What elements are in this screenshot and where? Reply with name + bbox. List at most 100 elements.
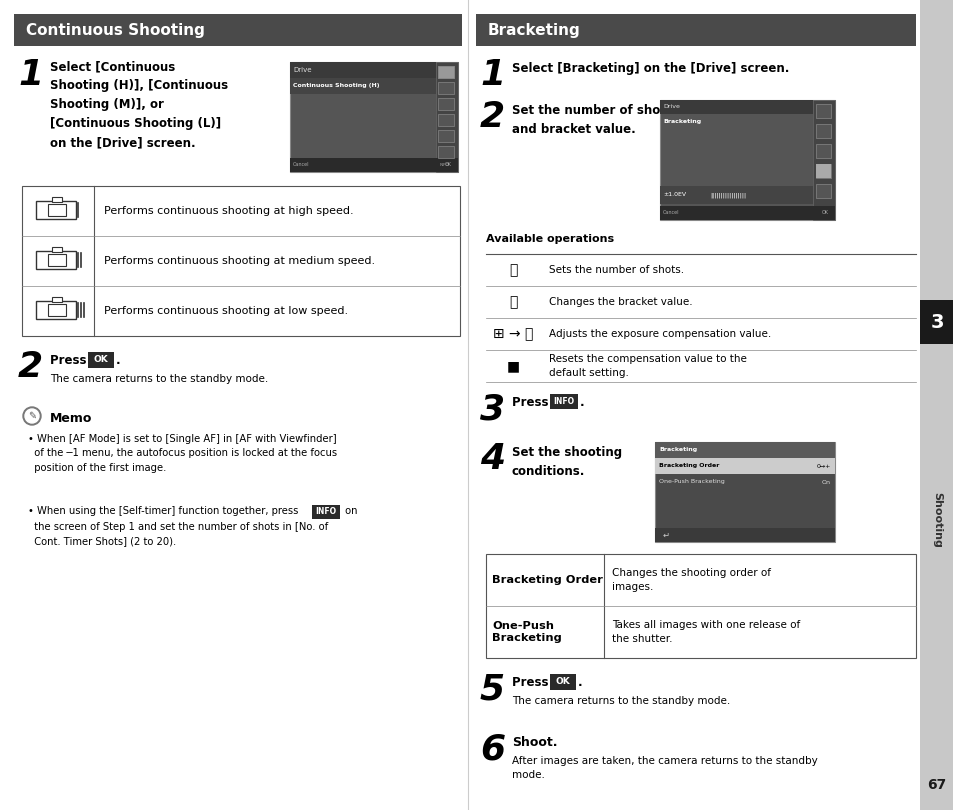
Text: |||||||||||||||||: ||||||||||||||||| [709, 192, 745, 198]
Bar [919, 0, 953, 810]
Bar [36, 301, 76, 319]
Bar [476, 14, 915, 46]
Text: 3: 3 [929, 313, 943, 331]
Bar [659, 100, 834, 220]
Text: 1: 1 [18, 58, 43, 92]
Text: Available operations: Available operations [485, 234, 614, 244]
Text: 2: 2 [479, 100, 504, 134]
Circle shape [25, 409, 39, 423]
Text: ⊞ → ⌢: ⊞ → ⌢ [493, 327, 533, 341]
Text: INFO: INFO [315, 508, 336, 517]
Bar [815, 164, 830, 178]
Text: Press: Press [512, 676, 552, 689]
Bar [815, 104, 830, 118]
Text: One-Push Bracketing: One-Push Bracketing [659, 480, 724, 484]
Text: Press: Press [512, 396, 552, 409]
Bar [655, 528, 834, 542]
Bar [52, 197, 62, 202]
Bar [437, 146, 454, 158]
Text: .: . [579, 396, 584, 409]
Bar [655, 442, 834, 458]
Text: the screen of Step 1 and set the number of shots in [No. of
  Cont. Timer Shots]: the screen of Step 1 and set the number … [28, 522, 328, 547]
Bar [52, 297, 62, 302]
Bar [48, 254, 66, 266]
Bar [52, 247, 62, 252]
Text: Adjusts the exposure compensation value.: Adjusts the exposure compensation value. [548, 329, 770, 339]
Text: 1: 1 [479, 58, 504, 92]
Bar [659, 186, 812, 204]
Bar [659, 100, 812, 114]
Bar [485, 554, 915, 658]
Bar [659, 206, 834, 220]
Text: Changes the shooting order of
images.: Changes the shooting order of images. [612, 568, 770, 592]
Text: Bracketing: Bracketing [662, 118, 700, 123]
Text: Bracketing: Bracketing [488, 23, 580, 37]
Text: Select [Bracketing] on the [Drive] screen.: Select [Bracketing] on the [Drive] scree… [512, 62, 788, 75]
Bar [812, 100, 834, 220]
Text: Performs continuous shooting at high speed.: Performs continuous shooting at high spe… [104, 206, 354, 216]
Bar [815, 124, 830, 138]
Text: Cancel: Cancel [662, 211, 679, 215]
Bar [437, 114, 454, 126]
Text: ■: ■ [506, 359, 519, 373]
Text: INFO: INFO [553, 397, 574, 406]
Bar [436, 62, 457, 172]
Text: Continuous Shooting: Continuous Shooting [26, 23, 205, 37]
Text: Performs continuous shooting at low speed.: Performs continuous shooting at low spee… [104, 306, 348, 316]
Text: ⌣: ⌣ [509, 263, 517, 277]
Bar [655, 442, 834, 542]
Text: Drive: Drive [662, 104, 679, 109]
Circle shape [23, 407, 41, 425]
Text: Set the number of shots
and bracket value.: Set the number of shots and bracket valu… [512, 104, 672, 136]
Bar [437, 66, 454, 78]
Text: 4: 4 [479, 442, 504, 476]
Bar [290, 158, 457, 172]
Text: Bracketing Order: Bracketing Order [492, 575, 602, 585]
Text: Changes the bracket value.: Changes the bracket value. [548, 297, 692, 307]
Text: Shooting: Shooting [931, 492, 941, 548]
Bar [290, 78, 436, 94]
Text: After images are taken, the camera returns to the standby
mode.: After images are taken, the camera retur… [512, 756, 817, 780]
Text: Continuous Shooting (H): Continuous Shooting (H) [293, 83, 379, 88]
Text: OK: OK [444, 163, 452, 168]
Bar [22, 186, 459, 336]
Text: • When [AF Mode] is set to [Single AF] in [AF with Viewfinder]
  of the ─1 menu,: • When [AF Mode] is set to [Single AF] i… [28, 434, 336, 473]
Bar [48, 304, 66, 316]
Text: Shoot.: Shoot. [512, 736, 557, 749]
Bar [437, 66, 454, 78]
Text: 3: 3 [479, 392, 504, 426]
Bar [815, 164, 830, 178]
Bar [437, 82, 454, 94]
Bar [14, 14, 461, 46]
Text: One-Push
Bracketing: One-Push Bracketing [492, 620, 561, 643]
Text: INFO: INFO [439, 163, 449, 167]
Text: Bracketing: Bracketing [659, 447, 697, 453]
Text: On: On [821, 480, 830, 484]
Bar [88, 352, 113, 368]
Bar [290, 62, 457, 172]
Text: The camera returns to the standby mode.: The camera returns to the standby mode. [512, 696, 729, 706]
Text: 6: 6 [479, 732, 504, 766]
Text: OK: OK [555, 677, 570, 687]
Text: ✎: ✎ [28, 411, 36, 421]
Bar [36, 201, 76, 219]
Text: Set the shooting
conditions.: Set the shooting conditions. [512, 446, 621, 478]
Text: Resets the compensation value to the
default setting.: Resets the compensation value to the def… [548, 354, 746, 378]
Text: Drive: Drive [293, 67, 312, 73]
Text: 2: 2 [18, 350, 43, 384]
Text: OK: OK [821, 211, 828, 215]
Text: ±1.0EV: ±1.0EV [662, 193, 685, 198]
Text: Performs continuous shooting at medium speed.: Performs continuous shooting at medium s… [104, 256, 375, 266]
Text: 0→+: 0→+ [816, 463, 830, 468]
Bar [48, 204, 66, 216]
Text: .: . [116, 354, 120, 367]
Bar [290, 62, 436, 78]
Text: Select [Continuous
Shooting (H)], [Continuous
Shooting (M)], or
[Continuous Shoo: Select [Continuous Shooting (H)], [Conti… [50, 60, 228, 149]
Bar [437, 98, 454, 110]
Text: Cancel: Cancel [293, 163, 309, 168]
Bar [815, 184, 830, 198]
Text: Press: Press [50, 354, 91, 367]
Text: Takes all images with one release of
the shutter.: Takes all images with one release of the… [612, 620, 800, 644]
Bar [312, 505, 339, 519]
Bar [550, 674, 576, 690]
